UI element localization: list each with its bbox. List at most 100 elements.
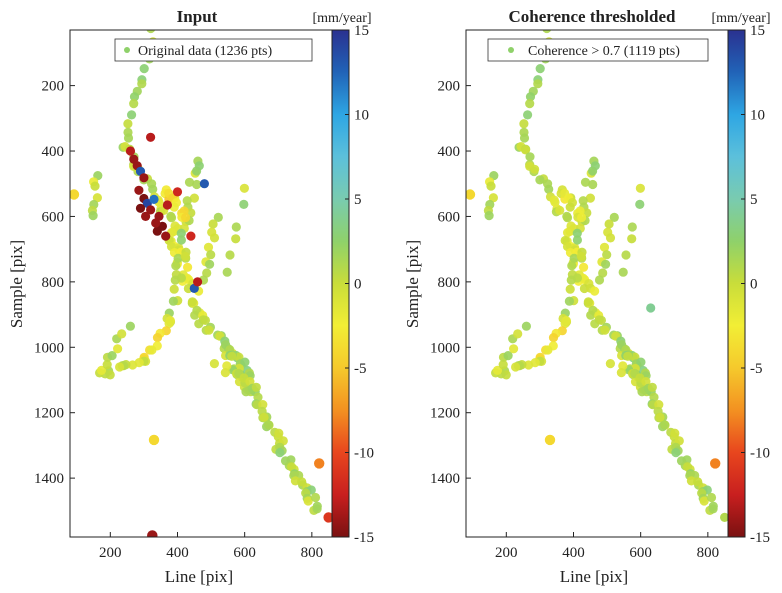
data-point [569, 253, 579, 263]
data-point [146, 132, 156, 142]
data-point [580, 177, 591, 187]
data-point [525, 92, 536, 102]
legend: Original data (1236 pts) [114, 38, 313, 62]
data-point [533, 79, 543, 89]
data-point [303, 496, 313, 506]
legend-box [114, 38, 313, 62]
data-point [670, 428, 680, 438]
data-point [616, 368, 627, 378]
data-point [586, 310, 596, 320]
colorbar-tick-label: -5 [354, 361, 367, 377]
data-point [602, 250, 612, 260]
data-point [251, 382, 261, 392]
data-point [605, 233, 616, 243]
data-point [170, 275, 180, 285]
x-tick-label: 800 [697, 545, 720, 561]
data-point [259, 412, 269, 422]
data-point [699, 496, 709, 506]
data-point [636, 357, 646, 367]
data-point [202, 268, 212, 278]
legend-marker [508, 47, 514, 53]
data-point [646, 303, 656, 313]
data-point [596, 315, 607, 325]
data-point [312, 501, 322, 511]
data-point [627, 222, 637, 232]
x-axis-label: Line [pix] [165, 567, 233, 586]
x-axis-ticks: 200 400 600 800 [495, 532, 719, 561]
data-point [146, 205, 156, 215]
y-tick-label: 1200 [34, 406, 64, 422]
data-point [123, 119, 133, 129]
panel-title: Input [177, 7, 218, 26]
data-point [720, 512, 728, 522]
legend-label: Original data (1236 pts) [138, 44, 272, 59]
legend-label: Coherence > 0.7 (1119 pts) [528, 44, 680, 59]
data-point [139, 173, 149, 183]
data-point [146, 30, 156, 34]
data-point [310, 492, 321, 503]
data-point [166, 213, 177, 223]
data-point [102, 360, 112, 370]
x-tick-label: 200 [495, 545, 518, 561]
data-point [655, 412, 665, 422]
data-point [706, 492, 717, 503]
y-axis-ticks: 200 400 600 800 1000 1200 1400 [34, 79, 75, 487]
data-point [525, 152, 535, 162]
data-point [605, 359, 616, 369]
colorbar: [mm/year] 15 10 5 0 -5 -10 -15 [312, 11, 374, 546]
data-point [147, 530, 158, 537]
data-point [503, 351, 513, 361]
data-point [239, 199, 249, 209]
data-point [209, 233, 220, 243]
x-axis-ticks: 200 400 600 800 [99, 532, 323, 561]
data-point [576, 251, 586, 261]
data-point [176, 235, 186, 245]
data-point [206, 250, 216, 260]
colorbar-tick-label: -10 [750, 446, 770, 462]
data-point [560, 318, 570, 329]
data-point [239, 183, 249, 193]
legend-box [487, 38, 709, 62]
data-point [225, 250, 235, 260]
data-point [152, 226, 162, 236]
data-point [200, 315, 210, 325]
data-point [192, 179, 202, 190]
y-tick-label: 1000 [430, 340, 460, 356]
data-point [604, 219, 614, 229]
data-point [164, 318, 174, 329]
data-point [565, 284, 575, 294]
data-point [488, 193, 498, 203]
data-point [190, 310, 200, 320]
data-point [208, 219, 218, 229]
colorbar-unit: [mm/year] [711, 11, 770, 26]
data-point [213, 212, 223, 222]
data-point [544, 434, 556, 446]
y-tick-label: 600 [438, 209, 461, 225]
data-point [600, 325, 610, 335]
colorbar-tick-label: 10 [354, 108, 369, 124]
data-point [566, 275, 576, 285]
data-point [660, 420, 670, 430]
data-point [323, 512, 332, 523]
data-point [129, 92, 140, 102]
data-point [579, 262, 589, 272]
data-point [209, 359, 219, 369]
colorbar-tick-label: -5 [750, 361, 763, 377]
data-point [647, 382, 657, 392]
colorbar-tick-label: -10 [354, 446, 374, 462]
x-tick-label: 400 [166, 545, 189, 561]
data-point [601, 259, 611, 269]
y-tick-label: 200 [438, 79, 461, 95]
data-point [227, 351, 237, 361]
data-point [172, 187, 183, 197]
data-point [599, 242, 610, 252]
data-point [572, 228, 582, 238]
colorbar-tick-label: -15 [750, 530, 770, 546]
data-point [181, 212, 191, 223]
data-point [635, 199, 645, 209]
data-point [623, 351, 633, 361]
data-point [117, 329, 127, 339]
data-point [598, 268, 608, 278]
data-point [577, 212, 587, 223]
data-point [693, 477, 703, 487]
